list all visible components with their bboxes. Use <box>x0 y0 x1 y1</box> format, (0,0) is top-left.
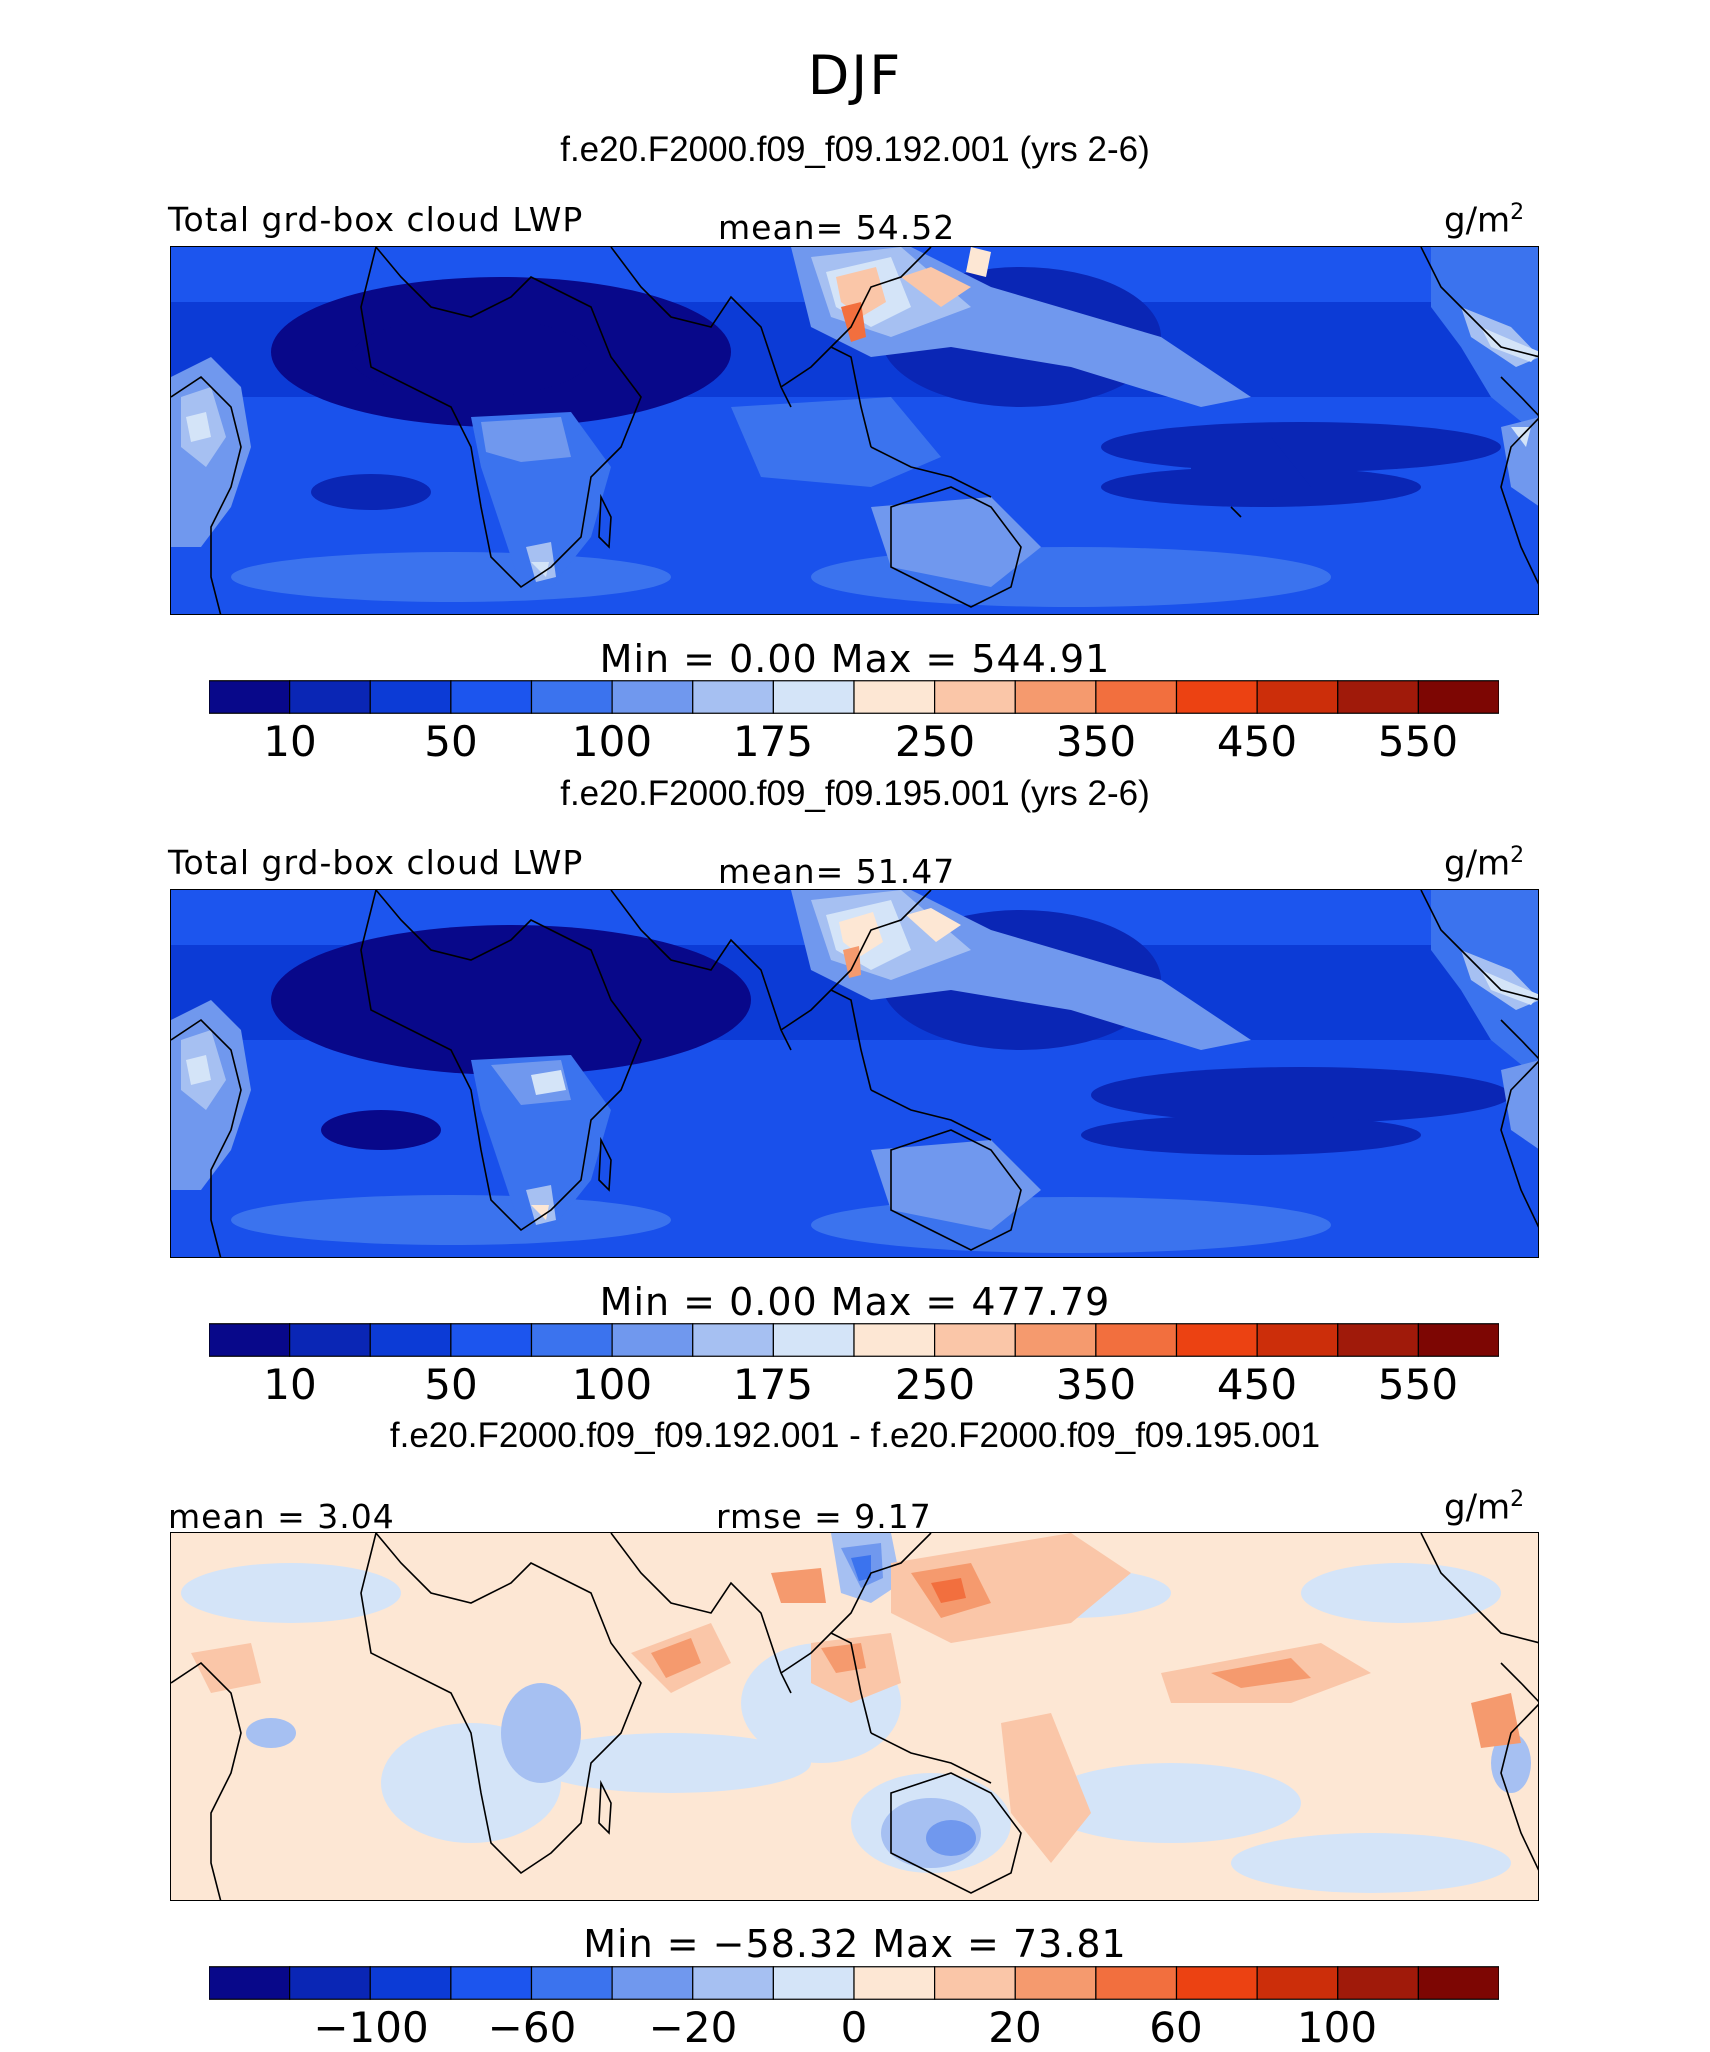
colorbar-swatch <box>1256 1966 1339 2000</box>
colorbar-swatch <box>934 1323 1016 1357</box>
colorbar-swatch <box>772 1323 855 1357</box>
colorbar-swatch <box>1256 680 1339 714</box>
panel-2-colorbar-tick: 175 <box>732 1360 814 1409</box>
panel-1-colorbar-tick: 100 <box>571 717 653 766</box>
colorbar-swatch <box>692 680 774 714</box>
panel-2-case-title: f.e20.F2000.f09_f09.195.001 (yrs 2-6) <box>560 774 1150 813</box>
colorbar-swatch <box>289 1966 371 2000</box>
panel-2-colorbar-tick: 550 <box>1377 1360 1459 1409</box>
panel-1-colorbar-tick: 350 <box>1055 717 1137 766</box>
panel-3-units: g/m2 <box>1444 1487 1525 1528</box>
panel-2-coastlines <box>171 890 1538 1257</box>
colorbar-swatch <box>369 1966 452 2000</box>
colorbar-swatch <box>1417 680 1499 714</box>
panel-3-map <box>170 1532 1539 1901</box>
panel-1-colorbar-tick: 50 <box>424 717 478 766</box>
colorbar-swatch <box>692 1966 774 2000</box>
colorbar-swatch <box>692 1323 774 1357</box>
colorbar-swatch <box>1175 1966 1258 2000</box>
panel-1-colorbar-tick: 175 <box>732 717 814 766</box>
colorbar-swatch <box>1175 1323 1258 1357</box>
figure-title: DJF <box>807 44 903 107</box>
colorbar-swatch <box>1014 1966 1097 2000</box>
colorbar-swatch <box>450 680 533 714</box>
colorbar-swatch <box>369 680 452 714</box>
panel-1-map <box>170 246 1539 615</box>
panel-3-colorbar-tick: 20 <box>988 2003 1042 2052</box>
panel-2-colorbar-tick: 250 <box>894 1360 976 1409</box>
panel-2-minmax: Min = 0.00 Max = 477.79 <box>599 1280 1111 1324</box>
panel-3-rmse-label: rmse = 9.17 <box>716 1497 932 1536</box>
panel-1-units: g/m2 <box>1444 200 1525 241</box>
colorbar-swatch <box>934 1966 1016 2000</box>
colorbar-swatch <box>772 680 855 714</box>
panel-2-colorbar-tick: 450 <box>1216 1360 1298 1409</box>
colorbar-swatch <box>772 1966 855 2000</box>
colorbar-swatch <box>1095 1323 1178 1357</box>
colorbar-swatch <box>853 680 936 714</box>
panel-3-colorbar-tick: 0 <box>840 2003 868 2052</box>
panel-3-mean-label: mean = 3.04 <box>168 1497 395 1536</box>
panel-2-mean-label: mean= 51.47 <box>718 852 956 891</box>
panel-1-minmax: Min = 0.00 Max = 544.91 <box>599 637 1111 681</box>
colorbar-swatch <box>209 1966 291 2000</box>
panel-1-mean-label: mean= 54.52 <box>718 208 956 247</box>
colorbar-swatch <box>1256 1323 1339 1357</box>
colorbar-swatch <box>289 1323 371 1357</box>
colorbar-swatch <box>853 1966 936 2000</box>
panel-2-units: g/m2 <box>1444 843 1525 884</box>
colorbar-swatch <box>611 1966 694 2000</box>
colorbar-swatch <box>450 1966 533 2000</box>
colorbar-swatch <box>289 680 371 714</box>
panel-1-coastlines <box>171 247 1538 614</box>
colorbar-swatch <box>1095 1966 1178 2000</box>
panel-3-colorbar-tick: −60 <box>487 2003 577 2052</box>
panel-3-minmax: Min = −58.32 Max = 73.81 <box>583 1922 1127 1966</box>
panel-1-colorbar-tick: 550 <box>1377 717 1459 766</box>
colorbar-swatch <box>209 680 291 714</box>
colorbar-swatch <box>209 1323 291 1357</box>
panel-1-colorbar-tick: 250 <box>894 717 976 766</box>
panel-3-coastlines <box>171 1533 1538 1900</box>
panel-3-colorbar-tick: −100 <box>313 2003 429 2052</box>
panel-2-colorbar-tick: 10 <box>263 1360 317 1409</box>
colorbar-swatch <box>1417 1323 1499 1357</box>
panel-1-colorbar-tick: 450 <box>1216 717 1298 766</box>
colorbar-swatch <box>853 1323 936 1357</box>
panel-2-colorbar-tick: 50 <box>424 1360 478 1409</box>
colorbar-swatch <box>934 680 1016 714</box>
colorbar-swatch <box>530 680 613 714</box>
panel-2-colorbar-tick: 100 <box>571 1360 653 1409</box>
panel-3-colorbar-tick: 100 <box>1296 2003 1378 2052</box>
panel-3-case-title: f.e20.F2000.f09_f09.192.001 - f.e20.F200… <box>389 1416 1321 1455</box>
panel-2-map <box>170 889 1539 1258</box>
colorbar-swatch <box>1175 680 1258 714</box>
colorbar-swatch <box>1014 1323 1097 1357</box>
colorbar-swatch <box>530 1966 613 2000</box>
panel-3-colorbar-tick: 60 <box>1149 2003 1203 2052</box>
colorbar-swatch <box>1337 1323 1419 1357</box>
panel-3-colorbar <box>209 1966 1499 2000</box>
colorbar-swatch <box>1337 680 1419 714</box>
panel-1-colorbar-tick: 10 <box>263 717 317 766</box>
panel-1-variable-label: Total grd-box cloud LWP <box>168 200 584 239</box>
colorbar-swatch <box>611 680 694 714</box>
panel-2-colorbar-tick: 350 <box>1055 1360 1137 1409</box>
panel-3-colorbar-tick: −20 <box>648 2003 738 2052</box>
colorbar-swatch <box>369 1323 452 1357</box>
colorbar-swatch <box>611 1323 694 1357</box>
panel-1-case-title: f.e20.F2000.f09_f09.192.001 (yrs 2-6) <box>560 130 1150 169</box>
colorbar-swatch <box>1095 680 1178 714</box>
panel-2-variable-label: Total grd-box cloud LWP <box>168 843 584 882</box>
colorbar-swatch <box>1417 1966 1499 2000</box>
colorbar-swatch <box>1337 1966 1419 2000</box>
colorbar-swatch <box>530 1323 613 1357</box>
panel-2-colorbar <box>209 1323 1499 1357</box>
panel-1-colorbar <box>209 680 1499 714</box>
colorbar-swatch <box>1014 680 1097 714</box>
colorbar-swatch <box>450 1323 533 1357</box>
